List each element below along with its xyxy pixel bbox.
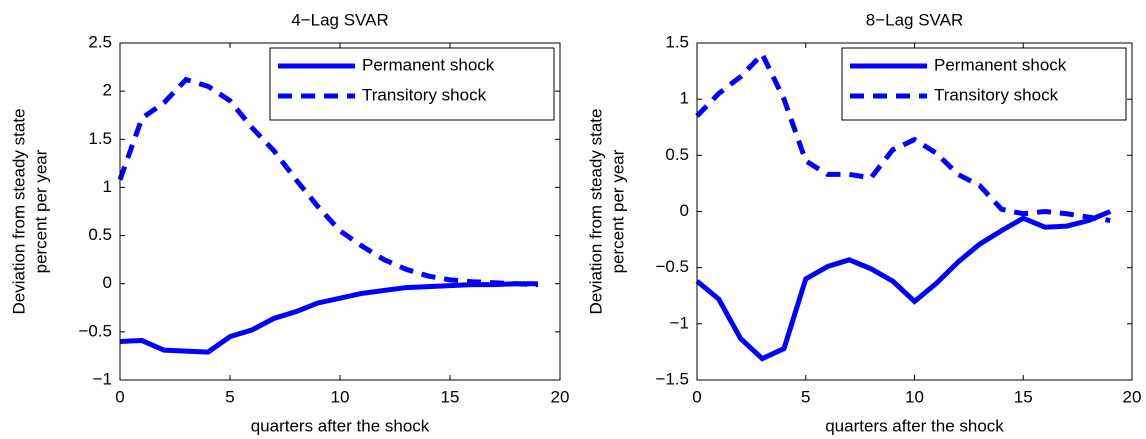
series-line — [695, 209, 1112, 362]
x-tick-label: 20 — [551, 387, 570, 406]
x-tick-label: 10 — [905, 387, 924, 406]
y-tick-label: 0 — [103, 273, 112, 292]
y-tick-label: 2 — [103, 81, 112, 100]
y-tick-label: 2.5 — [88, 32, 112, 51]
x-tick-label: 5 — [225, 387, 234, 406]
y-tick-label: 0.5 — [665, 145, 689, 164]
x-tick-label: 15 — [441, 387, 460, 406]
y-tick-label: 0 — [680, 201, 689, 220]
legend-label: Transitory shock — [362, 85, 487, 104]
series-line — [695, 49, 1111, 223]
y-axis-label: Deviation from steady state — [9, 109, 28, 315]
x-axis-label: quarters after the shock — [825, 416, 1004, 435]
x-tick-label: 0 — [692, 387, 701, 406]
legend-label: Transitory shock — [934, 85, 1059, 104]
y-tick-label: 0.5 — [88, 225, 112, 244]
legend-label: Permanent shock — [934, 55, 1067, 74]
axes-box — [119, 42, 561, 381]
chart-title: 4−Lag SVAR — [291, 10, 389, 29]
y-tick-label: −1 — [93, 369, 112, 388]
y-axis-label: percent per year — [31, 149, 50, 273]
x-tick-label: 20 — [1123, 387, 1142, 406]
legend — [841, 47, 1127, 121]
legend — [269, 47, 555, 121]
y-axis-label: Deviation from steady state — [586, 109, 605, 315]
x-tick-label: 0 — [115, 387, 124, 406]
y-tick-label: −1.5 — [655, 369, 689, 388]
x-tick-label: 15 — [1014, 387, 1033, 406]
y-tick-label: 1.5 — [88, 129, 112, 148]
y-tick-label: −0.5 — [655, 257, 689, 276]
x-axis-label: quarters after the shock — [251, 416, 430, 435]
y-tick-label: −0.5 — [78, 321, 112, 340]
x-tick-label: 10 — [331, 387, 350, 406]
y-tick-label: 1 — [103, 177, 112, 196]
y-tick-label: 1 — [680, 89, 689, 108]
series-line — [117, 76, 539, 288]
x-tick-label: 5 — [801, 387, 810, 406]
series-line — [119, 281, 538, 355]
y-axis-label: percent per year — [608, 149, 627, 273]
chart-title: 8−Lag SVAR — [866, 10, 964, 29]
y-tick-label: 1.5 — [665, 32, 689, 51]
y-tick-label: −1 — [670, 313, 689, 332]
axes-box — [696, 42, 1133, 381]
legend-label: Permanent shock — [362, 55, 495, 74]
